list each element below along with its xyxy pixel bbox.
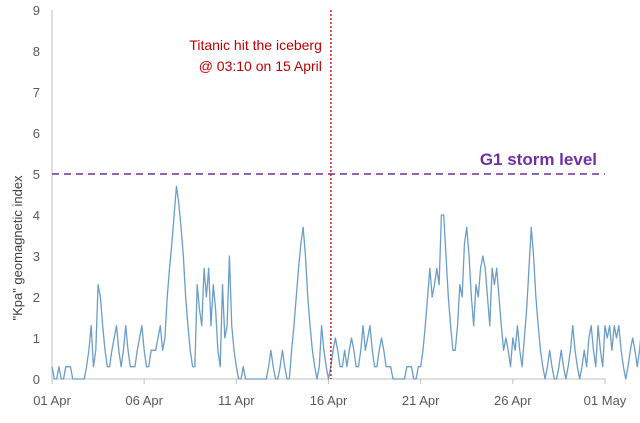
titanic-annotation-line-1: Titanic hit the iceberg bbox=[189, 37, 322, 53]
x-tick-marks bbox=[51, 379, 606, 384]
y-tick-label: 0 bbox=[33, 372, 40, 387]
x-tick-label: 26 Apr bbox=[494, 393, 532, 408]
x-tick-label: 01 Apr bbox=[33, 393, 71, 408]
y-tick-label: 5 bbox=[33, 167, 40, 182]
y-tick-label: 8 bbox=[33, 44, 40, 59]
y-tick-label: 1 bbox=[33, 331, 40, 346]
y-tick-label: 9 bbox=[33, 3, 40, 18]
x-tick-label: 11 Apr bbox=[218, 393, 255, 408]
g1-storm-level-label: G1 storm level bbox=[480, 150, 597, 169]
y-tick-label: 3 bbox=[33, 249, 40, 264]
y-tick-label: 4 bbox=[33, 208, 40, 223]
y-tick-label: 2 bbox=[33, 290, 40, 305]
y-tick-label: 7 bbox=[33, 85, 40, 100]
y-tick-labels: 0 1 2 3 4 5 6 7 8 9 bbox=[33, 3, 40, 387]
y-axis-title: "Kpa" geomagnetic index bbox=[10, 175, 25, 321]
kp-series-line bbox=[51, 185, 640, 380]
titanic-annotation-line-2: @ 03:10 on 15 April bbox=[199, 58, 322, 74]
y-axis-label: "Kpa" geomagnetic index bbox=[10, 175, 25, 321]
x-tick-labels: 01 Apr 06 Apr 11 Apr 16 Apr 21 Apr 26 Apr 01 M… bbox=[33, 393, 627, 408]
x-tick-label: 21 Apr bbox=[402, 393, 440, 408]
x-tick-label: 16 Apr bbox=[310, 393, 348, 408]
y-tick-label: 6 bbox=[33, 126, 40, 141]
x-tick-label: 06 Apr bbox=[125, 393, 163, 408]
x-tick-label: 01 May bbox=[584, 393, 627, 408]
